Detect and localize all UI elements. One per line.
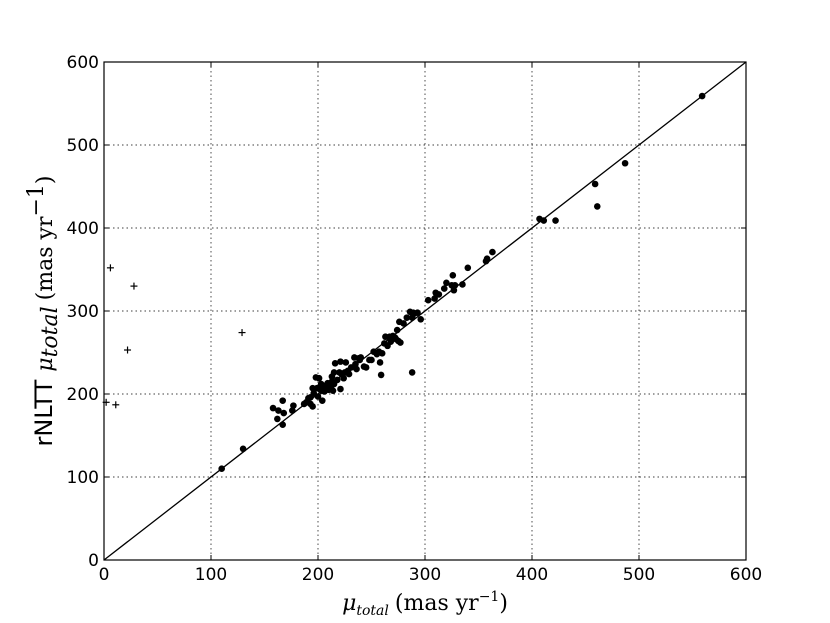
y-axis-title: rNLTT μtotal (mas yr−1) bbox=[24, 175, 63, 446]
x-tick-label: 0 bbox=[99, 565, 110, 585]
data-point bbox=[698, 92, 706, 100]
data-point bbox=[451, 281, 459, 289]
y-axis-close: ) bbox=[33, 175, 58, 184]
data-point bbox=[368, 356, 375, 364]
data-point bbox=[377, 371, 385, 379]
y-tick-label: 200 bbox=[67, 385, 99, 405]
data-point bbox=[417, 316, 425, 323]
data-point bbox=[464, 264, 472, 272]
plus-marker bbox=[130, 282, 138, 290]
data-point bbox=[408, 369, 416, 376]
data-point bbox=[275, 407, 282, 414]
data-point bbox=[353, 365, 360, 373]
y-tick-label: 600 bbox=[67, 53, 99, 73]
data-point bbox=[397, 339, 404, 346]
x-tick-label: 400 bbox=[516, 565, 548, 585]
data-point bbox=[378, 350, 386, 357]
data-point bbox=[435, 291, 443, 298]
y-axis-units: (mas yr bbox=[33, 216, 58, 300]
data-point bbox=[318, 397, 326, 404]
one-to-one-line bbox=[103, 61, 747, 561]
data-point bbox=[239, 445, 247, 453]
x-axis-title: μtotal (mas yr−1) bbox=[342, 589, 508, 619]
x-axis-symbol: μ bbox=[342, 591, 356, 616]
data-point bbox=[414, 309, 421, 316]
data-point bbox=[489, 248, 496, 256]
data-point bbox=[342, 359, 350, 366]
data-point bbox=[290, 402, 297, 409]
x-axis-subscript: total bbox=[356, 603, 389, 619]
y-axis-subscript: total bbox=[38, 306, 63, 357]
data-point bbox=[352, 360, 359, 368]
data-point bbox=[315, 374, 323, 382]
y-axis-symbol: μ bbox=[33, 357, 58, 371]
data-point bbox=[330, 369, 338, 376]
data-point bbox=[289, 407, 296, 414]
data-point bbox=[593, 203, 601, 210]
data-point bbox=[333, 376, 341, 384]
x-axis-units: (mas yr bbox=[395, 591, 479, 616]
y-axis-title-group: rNLTT μtotal (mas yr−1) bbox=[24, 175, 63, 446]
x-axis-close: ) bbox=[499, 591, 508, 616]
data-point bbox=[376, 359, 384, 366]
data-point bbox=[357, 354, 365, 361]
data-point bbox=[340, 374, 347, 382]
data-point bbox=[621, 159, 629, 167]
data-point bbox=[309, 403, 316, 410]
data-point bbox=[431, 295, 438, 302]
data-point bbox=[591, 180, 599, 188]
y-axis-exponent: −1 bbox=[24, 184, 49, 216]
data-point bbox=[440, 285, 448, 292]
y-tick-label: 100 bbox=[67, 468, 99, 488]
x-axis-exponent: −1 bbox=[479, 589, 500, 605]
data-point bbox=[552, 217, 559, 224]
plus-marker bbox=[112, 401, 120, 409]
data-point bbox=[540, 217, 548, 224]
x-tick-label: 100 bbox=[195, 565, 227, 585]
data-point bbox=[331, 359, 339, 367]
y-tick-label: 500 bbox=[67, 136, 99, 156]
data-point bbox=[403, 314, 411, 321]
plus-marker bbox=[238, 329, 246, 337]
data-point bbox=[393, 326, 401, 334]
y-tick-label: 300 bbox=[67, 302, 99, 322]
x-tick-label: 600 bbox=[730, 565, 762, 585]
data-point bbox=[280, 409, 288, 417]
data-point bbox=[279, 421, 286, 429]
x-tick-label: 200 bbox=[302, 565, 334, 585]
data-point bbox=[450, 286, 458, 294]
data-point bbox=[279, 397, 286, 404]
data-point bbox=[362, 364, 370, 371]
y-tick-label: 0 bbox=[88, 551, 99, 571]
data-point bbox=[337, 385, 344, 393]
data-point bbox=[218, 465, 225, 473]
plus-marker bbox=[124, 346, 132, 354]
data-point bbox=[269, 404, 277, 412]
data-point bbox=[387, 338, 395, 346]
data-points bbox=[102, 92, 706, 473]
y-tick-label: 400 bbox=[67, 219, 99, 239]
axis-ticks: 0 100 200 300 400 500 600 0 100 200 300 400 500 600 bbox=[67, 53, 763, 585]
data-point bbox=[274, 415, 281, 423]
data-point bbox=[345, 370, 353, 378]
data-point bbox=[314, 393, 322, 400]
data-point bbox=[337, 358, 344, 365]
y-axis-prefix: rNLTT bbox=[30, 379, 58, 446]
plus-marker bbox=[106, 264, 114, 272]
data-point bbox=[329, 387, 337, 394]
data-point bbox=[443, 279, 450, 287]
data-point bbox=[424, 296, 432, 304]
reference-line-layer bbox=[103, 61, 747, 561]
data-point bbox=[459, 281, 466, 288]
data-point bbox=[449, 272, 457, 279]
data-point bbox=[400, 320, 407, 327]
x-tick-label: 500 bbox=[623, 565, 655, 585]
x-tick-label: 300 bbox=[409, 565, 441, 585]
data-point bbox=[483, 255, 491, 263]
